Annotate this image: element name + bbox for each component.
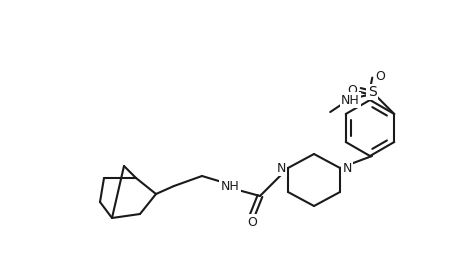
Text: N: N	[342, 162, 351, 174]
Text: O: O	[374, 69, 384, 83]
Text: NH: NH	[220, 179, 239, 193]
Text: NH: NH	[340, 94, 359, 106]
Text: N: N	[276, 162, 285, 174]
Text: O: O	[247, 216, 256, 228]
Text: S: S	[367, 85, 376, 99]
Text: O: O	[347, 83, 356, 97]
